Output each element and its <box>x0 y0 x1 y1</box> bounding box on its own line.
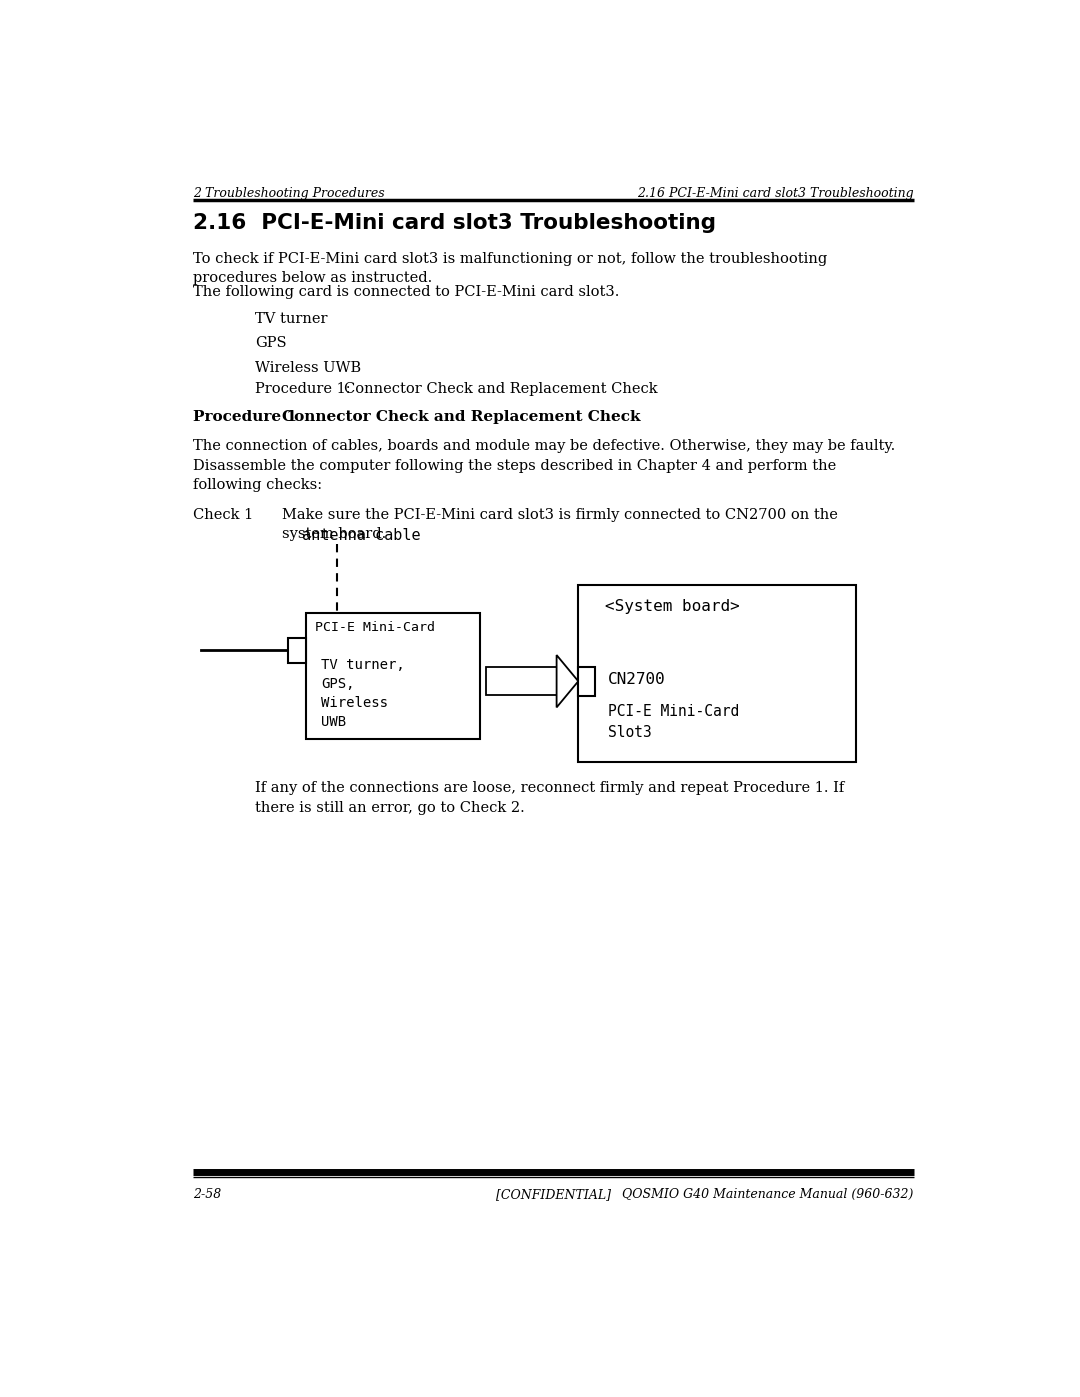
Text: The connection of cables, boards and module may be defective. Otherwise, they ma: The connection of cables, boards and mod… <box>193 440 895 493</box>
Bar <box>578 585 855 763</box>
Text: PCI-E Mini-Card
Slot3: PCI-E Mini-Card Slot3 <box>608 704 739 740</box>
Text: Make sure the PCI-E-Mini card slot3 is firmly connected to CN2700 on the
system : Make sure the PCI-E-Mini card slot3 is f… <box>282 509 838 542</box>
Text: Connector Check and Replacement Check: Connector Check and Replacement Check <box>345 383 658 397</box>
Text: QOSMIO G40 Maintenance Manual (960-632): QOSMIO G40 Maintenance Manual (960-632) <box>622 1187 914 1201</box>
Bar <box>306 613 480 739</box>
Text: antenna cable: antenna cable <box>301 528 420 542</box>
Text: Procedure 1: Procedure 1 <box>193 411 297 425</box>
Bar <box>288 638 306 662</box>
Text: PCI-E Mini-Card: PCI-E Mini-Card <box>314 622 435 634</box>
Text: The following card is connected to PCI-E-Mini card slot3.: The following card is connected to PCI-E… <box>193 285 620 299</box>
Text: Connector Check and Replacement Check: Connector Check and Replacement Check <box>282 411 640 425</box>
Text: 2.16 PCI-E-Mini card slot3 Troubleshooting: 2.16 PCI-E-Mini card slot3 Troubleshooti… <box>637 187 914 200</box>
Text: 2-58: 2-58 <box>193 1187 221 1201</box>
Text: CN2700: CN2700 <box>608 672 665 687</box>
Text: Check 1: Check 1 <box>193 509 254 522</box>
Text: GPS: GPS <box>255 337 287 351</box>
Text: 2 Troubleshooting Procedures: 2 Troubleshooting Procedures <box>193 187 384 200</box>
Text: TV turner: TV turner <box>255 312 327 326</box>
Text: TV turner,
GPS,
Wireless
UWB: TV turner, GPS, Wireless UWB <box>321 658 405 729</box>
Bar <box>486 668 556 696</box>
Text: If any of the connections are loose, reconnect firmly and repeat Procedure 1. If: If any of the connections are loose, rec… <box>255 781 845 814</box>
Text: <System board>: <System board> <box>606 599 740 613</box>
Polygon shape <box>556 655 578 707</box>
Text: Procedure 1:: Procedure 1: <box>255 383 351 397</box>
Bar <box>578 666 595 696</box>
Text: Wireless UWB: Wireless UWB <box>255 360 361 374</box>
Text: [CONFIDENTIAL]: [CONFIDENTIAL] <box>496 1187 611 1201</box>
Text: To check if PCI-E-Mini card slot3 is malfunctioning or not, follow the troublesh: To check if PCI-E-Mini card slot3 is mal… <box>193 251 827 285</box>
Text: 2.16  PCI-E-Mini card slot3 Troubleshooting: 2.16 PCI-E-Mini card slot3 Troubleshooti… <box>193 214 716 233</box>
